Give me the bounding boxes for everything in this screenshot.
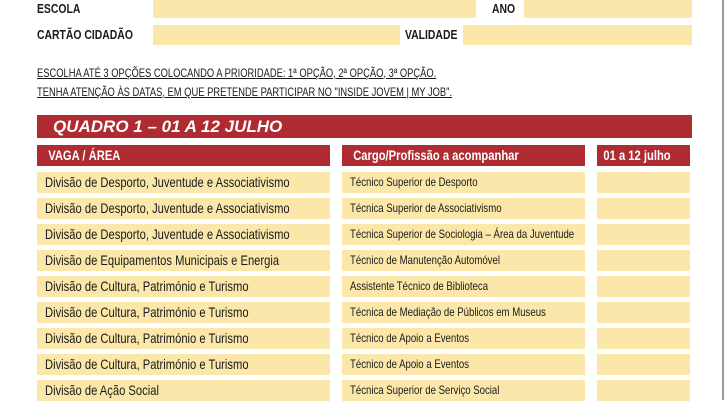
table-row-cargo: Técnico de Apoio a Eventos: [342, 354, 585, 375]
instruction-2: TENHA ATENÇÃO ÀS DATAS, EM QUE PRETENDE …: [37, 85, 453, 99]
cargo-text: Assistente Técnico de Biblioteca: [350, 279, 489, 293]
header-cargo: Cargo/Profissão a acompanhar: [342, 145, 585, 166]
table-row-date-input[interactable]: [597, 224, 690, 245]
table-row-cargo: Técnico Superior de Desporto: [342, 172, 585, 193]
vaga-text: Divisão de Ação Social: [45, 382, 159, 398]
table-row-cargo: Assistente Técnico de Biblioteca: [342, 276, 585, 297]
header-date: 01 a 12 julho: [597, 145, 690, 166]
vaga-text: Divisão de Cultura, Património e Turismo: [45, 330, 249, 346]
table-row-vaga: Divisão de Ação Social: [37, 380, 330, 401]
header-date-label: 01 a 12 julho: [603, 147, 671, 163]
table-row-date-input[interactable]: [597, 328, 690, 349]
table-row-date-input[interactable]: [597, 172, 690, 193]
table-row-date-input[interactable]: [597, 302, 690, 323]
page-edge: [722, 0, 724, 400]
cargo-text: Técnico de Apoio a Eventos: [350, 331, 470, 345]
table-row-vaga: Divisão de Desporto, Juventude e Associa…: [37, 172, 330, 193]
escola-label: ESCOLA: [37, 1, 81, 16]
quadro-title-band: QUADRO 1 – 01 A 12 JULHO: [37, 115, 692, 138]
validade-field[interactable]: [463, 25, 692, 45]
ano-field[interactable]: [524, 0, 692, 18]
table-row-cargo: Técnica Superior de Associativismo: [342, 198, 585, 219]
instruction-1: ESCOLHA ATÉ 3 OPÇÕES COLOCANDO A PRIORID…: [37, 66, 437, 80]
table-row-vaga: Divisão de Cultura, Património e Turismo: [37, 354, 330, 375]
table-row-date-input[interactable]: [597, 198, 690, 219]
cartao-field[interactable]: [153, 25, 400, 45]
vaga-text: Divisão de Cultura, Património e Turismo: [45, 278, 249, 294]
table-row-vaga: Divisão de Desporto, Juventude e Associa…: [37, 224, 330, 245]
table-row-date-input[interactable]: [597, 276, 690, 297]
header-cargo-label: Cargo/Profissão a acompanhar: [353, 147, 519, 163]
validade-label: VALIDADE: [405, 27, 458, 42]
vaga-text: Divisão de Desporto, Juventude e Associa…: [45, 200, 290, 216]
header-vaga-label: VAGA / ÁREA: [48, 147, 121, 163]
table-row-vaga: Divisão de Cultura, Património e Turismo: [37, 328, 330, 349]
escola-field[interactable]: [153, 0, 476, 18]
cartao-label: CARTÃO CIDADÃO: [37, 27, 133, 42]
vaga-text: Divisão de Desporto, Juventude e Associa…: [45, 226, 290, 242]
cargo-text: Técnica de Mediação de Públicos em Museu…: [350, 305, 546, 319]
cargo-text: Técnica Superior de Serviço Social: [350, 383, 500, 397]
vaga-text: Divisão de Desporto, Juventude e Associa…: [45, 174, 290, 190]
quadro-title: QUADRO 1 – 01 A 12 JULHO: [53, 117, 283, 136]
table-row-cargo: Técnica de Mediação de Públicos em Museu…: [342, 302, 585, 323]
table-row-vaga: Divisão de Desporto, Juventude e Associa…: [37, 198, 330, 219]
table-row-cargo: Técnico de Manutenção Automóvel: [342, 250, 585, 271]
header-vaga: VAGA / ÁREA: [37, 145, 330, 166]
ano-label: ANO: [492, 1, 516, 16]
table-row-date-input[interactable]: [597, 380, 690, 401]
cargo-text: Técnica Superior de Associativismo: [350, 201, 502, 215]
cargo-text: Técnico de Manutenção Automóvel: [350, 253, 500, 267]
cargo-text: Técnico de Apoio a Eventos: [350, 357, 470, 371]
table-row-cargo: Técnica Superior de Sociologia – Área da…: [342, 224, 585, 245]
table-row-cargo: Técnico de Apoio a Eventos: [342, 328, 585, 349]
table-row-date-input[interactable]: [597, 354, 690, 375]
cargo-text: Técnico Superior de Desporto: [350, 175, 478, 189]
table-row-vaga: Divisão de Equipamentos Municipais e Ene…: [37, 250, 330, 271]
table-row-vaga: Divisão de Cultura, Património e Turismo: [37, 302, 330, 323]
table-row-cargo: Técnica Superior de Serviço Social: [342, 380, 585, 401]
cargo-text: Técnica Superior de Sociologia – Área da…: [350, 227, 575, 241]
table-row-vaga: Divisão de Cultura, Património e Turismo: [37, 276, 330, 297]
vaga-text: Divisão de Equipamentos Municipais e Ene…: [45, 252, 280, 268]
vaga-text: Divisão de Cultura, Património e Turismo: [45, 356, 249, 372]
table-row-date-input[interactable]: [597, 250, 690, 271]
vaga-text: Divisão de Cultura, Património e Turismo: [45, 304, 249, 320]
